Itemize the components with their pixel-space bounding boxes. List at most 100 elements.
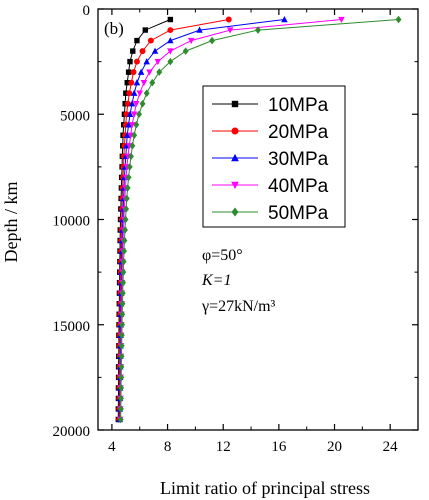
data-point xyxy=(137,68,145,75)
series-layer xyxy=(115,15,402,424)
data-point xyxy=(117,394,124,403)
data-point xyxy=(128,79,135,86)
data-point xyxy=(124,79,130,86)
data-point xyxy=(125,121,132,128)
data-point xyxy=(117,405,124,413)
data-point xyxy=(130,111,138,118)
data-point xyxy=(118,363,125,371)
data-point xyxy=(143,89,150,97)
x-tick-label: 16 xyxy=(271,439,287,455)
data-point xyxy=(120,278,127,287)
legend-entry: 50MPa xyxy=(212,203,329,224)
data-point xyxy=(117,415,124,424)
x-tick-label: 12 xyxy=(216,439,231,455)
data-point xyxy=(127,58,133,65)
annotation-phi: φ=50° xyxy=(202,247,243,264)
data-point xyxy=(126,110,134,117)
data-point xyxy=(119,320,126,329)
data-point xyxy=(167,48,174,55)
parameter-annotations: φ=50° K=1 γ=27kN/m³ xyxy=(201,247,276,315)
legend-marker xyxy=(231,100,239,108)
data-point xyxy=(154,58,162,66)
data-point xyxy=(136,110,143,119)
y-tick-label: 10000 xyxy=(53,214,91,230)
data-point xyxy=(119,310,126,319)
data-point xyxy=(118,352,125,361)
data-point xyxy=(130,89,138,96)
data-point xyxy=(167,16,174,23)
data-point xyxy=(123,90,129,96)
data-point xyxy=(124,184,131,192)
data-point xyxy=(130,69,137,76)
data-point xyxy=(395,15,402,24)
data-point xyxy=(120,268,127,276)
data-point xyxy=(129,142,136,150)
legend-label: 20MPa xyxy=(268,122,329,143)
series-50MPa xyxy=(117,15,402,424)
legend-entry: 10MPa xyxy=(212,95,329,116)
data-point xyxy=(131,131,138,140)
data-point xyxy=(118,342,125,350)
data-point xyxy=(123,194,130,203)
annotation-gamma: γ=27kN/m³ xyxy=(201,298,276,315)
data-point xyxy=(149,78,156,87)
data-point xyxy=(133,79,141,86)
data-point xyxy=(225,16,232,23)
data-point xyxy=(121,236,128,245)
data-point xyxy=(146,69,153,76)
data-point xyxy=(133,58,140,65)
data-point xyxy=(139,48,146,55)
data-point xyxy=(167,57,174,66)
data-point xyxy=(118,373,125,382)
legend-label: 50MPa xyxy=(268,203,329,224)
legend-entry: 40MPa xyxy=(212,176,329,197)
data-point xyxy=(125,69,132,75)
data-point xyxy=(187,37,195,45)
data-point xyxy=(139,99,146,108)
data-point xyxy=(130,48,136,54)
x-tick-label: 4 xyxy=(108,439,116,455)
data-point xyxy=(226,27,234,34)
data-point xyxy=(125,173,132,182)
x-axis-label: Limit ratio of principal stress xyxy=(160,478,370,498)
data-point xyxy=(133,120,140,129)
data-point xyxy=(255,26,261,34)
legend: 10MPa 20MPa 30MPa 40MPa 50MPa xyxy=(202,85,346,228)
data-point xyxy=(123,205,130,213)
data-point xyxy=(119,289,126,297)
data-point xyxy=(151,47,159,54)
data-point xyxy=(122,226,128,234)
data-point xyxy=(122,215,129,224)
y-tick-label: 15000 xyxy=(53,319,91,335)
legend-label: 30MPa xyxy=(268,149,329,170)
legend-marker xyxy=(231,181,239,190)
data-point xyxy=(121,247,127,255)
data-point xyxy=(338,16,345,24)
legend-marker xyxy=(231,153,239,162)
data-point xyxy=(156,68,163,76)
data-point xyxy=(167,37,174,44)
y-tick-label: 20000 xyxy=(53,424,91,440)
data-point xyxy=(133,101,140,108)
y-tick-label: 0 xyxy=(83,3,91,19)
data-point xyxy=(119,299,126,308)
data-point xyxy=(118,384,125,392)
data-point xyxy=(136,90,143,97)
data-point xyxy=(124,100,131,107)
data-point xyxy=(196,26,203,33)
legend-entry: 30MPa xyxy=(212,149,329,170)
legend-entry: 20MPa xyxy=(212,122,329,143)
legend-marker xyxy=(231,207,239,217)
legend-label: 10MPa xyxy=(268,95,329,116)
data-point xyxy=(209,36,216,45)
y-axis-label: Depth / km xyxy=(1,182,21,263)
data-point xyxy=(126,90,133,97)
data-point xyxy=(143,58,150,65)
x-tick-label: 24 xyxy=(383,439,399,455)
data-point xyxy=(182,47,189,55)
legend-label: 40MPa xyxy=(268,176,329,197)
data-point xyxy=(126,163,133,171)
data-point xyxy=(128,122,136,129)
data-point xyxy=(167,27,174,34)
panel-label: (b) xyxy=(104,19,124,38)
